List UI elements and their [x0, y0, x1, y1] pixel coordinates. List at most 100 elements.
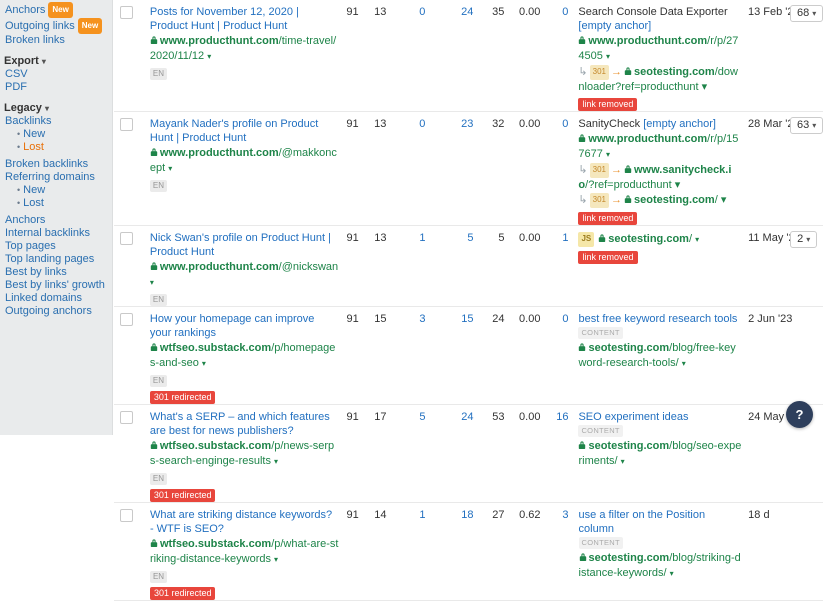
row-checkbox[interactable] [120, 313, 133, 326]
chevron-down-icon[interactable]: ▾ [695, 235, 699, 244]
metric-referring-domains[interactable]: 5 [386, 411, 425, 423]
target-url[interactable]: www.producthunt.com/r/p/274505 ▾ [578, 34, 742, 64]
metric-keywords[interactable]: 0 [540, 118, 568, 130]
source-title-link[interactable]: What are striking distance keywords? - W… [150, 508, 339, 536]
row-checkbox[interactable] [120, 232, 133, 245]
anchor-text-link[interactable]: SEO experiment ideas [578, 411, 688, 423]
row-checkbox[interactable] [120, 411, 133, 424]
chevron-down-icon[interactable]: ▾ [682, 359, 686, 368]
target-url[interactable]: seotesting.com/blog/striking-distance-ke… [579, 551, 743, 581]
metric-linked-domains[interactable]: 15 [425, 313, 473, 325]
help-button[interactable]: ? [786, 401, 813, 428]
source-title-link[interactable]: Mayank Nader's profile on Product Hunt |… [150, 117, 339, 145]
chevron-down-icon[interactable]: ▾ [202, 359, 206, 368]
chevron-down-icon[interactable]: ▾ [621, 457, 625, 466]
bullet-icon: • [17, 142, 20, 152]
sidebar-item-best-by-links[interactable]: Best by links [4, 266, 108, 279]
301-badge: 301 [590, 65, 609, 80]
metric-linked-domains[interactable]: 24 [425, 411, 473, 423]
metric-referring-domains[interactable]: 1 [386, 232, 425, 244]
lock-icon [150, 35, 158, 49]
chevron-down-icon[interactable]: ▾ [274, 555, 278, 564]
sidebar-item-referring-domains[interactable]: Referring domains [4, 171, 108, 184]
sidebar-item-linked-domains[interactable]: Linked domains [4, 292, 108, 305]
row-checkbox[interactable] [120, 118, 133, 131]
source-title-link[interactable]: How your homepage can improve your ranki… [150, 312, 339, 340]
metric-keywords[interactable]: 1 [540, 232, 568, 244]
sidebar-item-broken-links[interactable]: Broken links [4, 34, 108, 47]
source-url[interactable]: wtfseo.substack.com/p/homepages-and-seo … [150, 341, 339, 371]
drop-count-select[interactable]: 2▾ [790, 231, 817, 248]
sidebar-item-top-landing-pages[interactable]: Top landing pages [4, 253, 108, 266]
sidebar-item-referring-domains-lost[interactable]: •Lost [4, 197, 108, 210]
metric-ur: 13 [356, 6, 386, 18]
source-url[interactable]: www.producthunt.com/time-travel/2020/11/… [150, 34, 339, 64]
metric-keywords[interactable]: 3 [541, 509, 569, 521]
source-title-link[interactable]: Nick Swan's profile on Product Hunt | Pr… [150, 231, 339, 259]
row-checkbox[interactable] [120, 509, 133, 522]
sidebar-item-internal-backlinks[interactable]: Internal backlinks [4, 227, 108, 240]
target-url[interactable]: www.producthunt.com/r/p/157677 ▾ [578, 132, 742, 162]
drop-count-select[interactable]: 68▾ [790, 5, 823, 22]
empty-anchor-link[interactable]: [empty anchor] [578, 20, 651, 32]
metric-keywords[interactable]: 16 [540, 411, 568, 423]
anchor-cell: SEO experiment ideas CONTENT seotesting.… [578, 410, 742, 469]
sidebar-item-export-csv[interactable]: CSV [4, 68, 108, 81]
source-url[interactable]: wtfseo.substack.com/p/news-serps-search-… [150, 439, 339, 469]
metric-linked-domains[interactable]: 5 [425, 232, 473, 244]
lock-icon [150, 147, 158, 161]
sidebar-item-outgoing-anchors[interactable]: Outgoing anchors [4, 305, 108, 318]
metrics-cell: 91 14 1 18 27 0.62 3 [347, 508, 569, 521]
metric-linked-domains[interactable]: 23 [425, 118, 473, 130]
chevron-down-icon[interactable]: ▾ [207, 52, 211, 61]
source-title-link[interactable]: Posts for November 12, 2020 | Product Hu… [150, 5, 339, 33]
chevron-down-icon[interactable]: ▾ [606, 150, 610, 159]
source-url[interactable]: www.producthunt.com/@nickswan ▾ [150, 260, 339, 290]
metric-referring-domains[interactable]: 1 [387, 509, 426, 521]
anchor-text-link[interactable]: use a filter on the Position column [579, 509, 706, 535]
sidebar-item-backlinks[interactable]: Backlinks [4, 115, 108, 128]
sidebar-section-export[interactable]: Export ▾ [4, 55, 108, 68]
sidebar-item-export-pdf[interactable]: PDF [4, 81, 108, 94]
sidebar-item-broken-backlinks[interactable]: Broken backlinks [4, 158, 108, 171]
source-title-link[interactable]: What's a SERP – and which features are b… [150, 410, 339, 438]
metric-keywords[interactable]: 0 [540, 6, 568, 18]
sidebar-item-backlinks-new[interactable]: •New [4, 128, 108, 141]
chevron-down-icon[interactable]: ▾ [168, 164, 172, 173]
chevron-down-icon[interactable]: ▾ [675, 179, 681, 191]
sidebar-item-best-by-links-growth[interactable]: Best by links' growth [4, 279, 108, 292]
metric-ext: 27 [474, 509, 505, 521]
language-badge: EN [150, 375, 167, 387]
metric-ur: 13 [356, 118, 386, 130]
chevron-down-icon[interactable]: ▾ [721, 194, 727, 206]
row-checkbox[interactable] [120, 6, 133, 19]
source-url[interactable]: www.producthunt.com/@makkoncept ▾ [150, 146, 339, 176]
metric-referring-domains[interactable]: 0 [386, 118, 425, 130]
sidebar-item-backlinks-lost[interactable]: •Lost [4, 141, 108, 154]
metric-referring-domains[interactable]: 3 [386, 313, 425, 325]
sidebar-item-anchors[interactable]: Anchors [4, 214, 108, 227]
anchor-text-link[interactable]: best free keyword research tools [578, 313, 737, 325]
metric-keywords[interactable]: 0 [540, 313, 568, 325]
chevron-down-icon[interactable]: ▾ [702, 81, 708, 93]
metric-ext: 24 [473, 313, 504, 325]
sidebar-item-referring-domains-new[interactable]: •New [4, 184, 108, 197]
source-url[interactable]: wtfseo.substack.com/p/what-are-striking-… [150, 537, 339, 567]
drop-count-select[interactable]: 63▾ [790, 117, 823, 134]
chevron-down-icon[interactable]: ▾ [606, 52, 610, 61]
chevron-down-icon[interactable]: ▾ [150, 278, 154, 287]
sidebar-item-top-pages[interactable]: Top pages [4, 240, 108, 253]
target-url[interactable]: seotesting.com/blog/free-keyword-researc… [578, 341, 742, 371]
metric-linked-domains[interactable]: 18 [426, 509, 474, 521]
chevron-down-icon[interactable]: ▾ [670, 569, 674, 578]
sidebar-section-legacy[interactable]: Legacy ▾ [4, 102, 108, 115]
redirect-domain: seotesting.com [634, 66, 715, 78]
empty-anchor-link[interactable]: [empty anchor] [643, 118, 716, 130]
metric-referring-domains[interactable]: 0 [386, 6, 425, 18]
chevron-down-icon[interactable]: ▾ [274, 457, 278, 466]
metric-linked-domains[interactable]: 24 [425, 6, 473, 18]
target-url[interactable]: seotesting.com/blog/seo-experiments/ ▾ [578, 439, 742, 469]
